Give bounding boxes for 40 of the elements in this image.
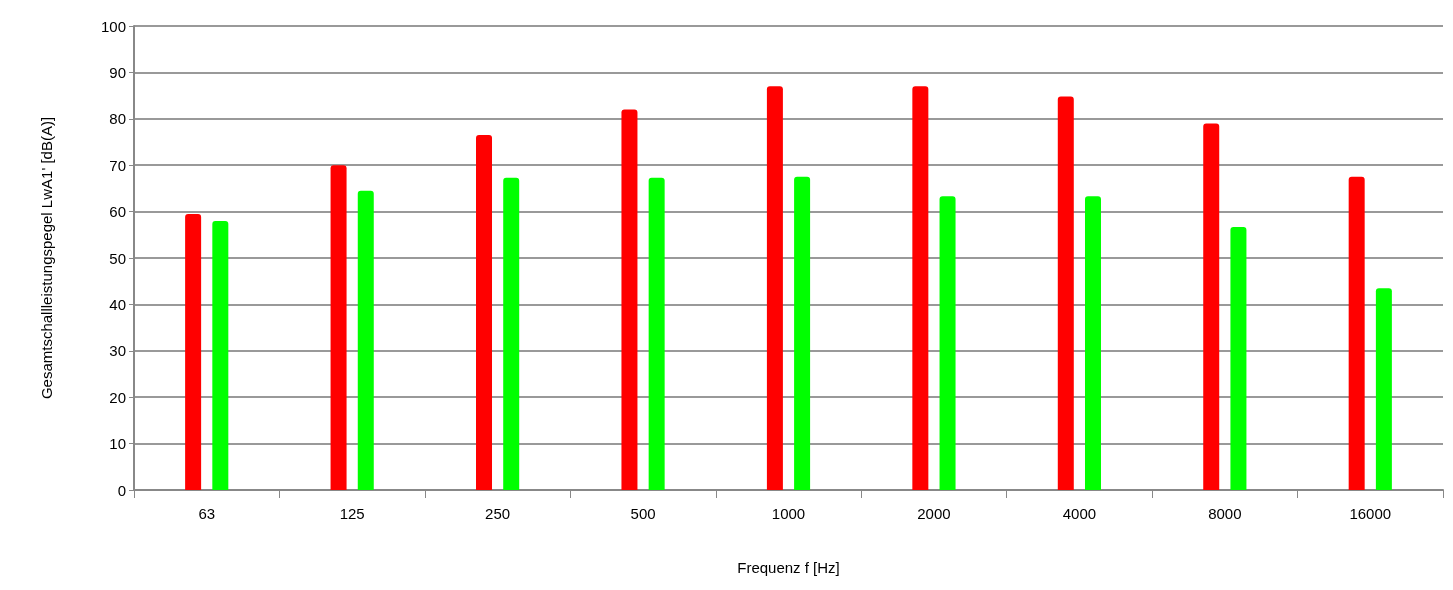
x-tick-label: 500 (630, 505, 656, 522)
x-tick-label: 2000 (917, 505, 951, 522)
y-tick-label: 10 (109, 435, 126, 453)
bar (330, 165, 347, 490)
x-tick-label: 4000 (1062, 505, 1097, 522)
y-tick-label: 0 (117, 481, 126, 499)
x-tick-label: 8000 (1208, 505, 1242, 522)
y-axis-title: Gesamtschallleistungspegel LwA1' [dB(A)] (38, 116, 55, 400)
bar (503, 177, 520, 490)
bar (766, 86, 783, 490)
bar (794, 176, 811, 490)
y-tick-label: 20 (109, 388, 126, 406)
x-tick-label: 63 (198, 505, 216, 522)
y-tick-label: 100 (100, 17, 126, 35)
y-tick-label: 30 (109, 342, 126, 360)
bar (939, 196, 956, 490)
bar (912, 86, 929, 490)
y-tick-label: 80 (109, 110, 126, 128)
bar (357, 190, 374, 490)
y-tick-label: 70 (109, 156, 126, 174)
y-tick-label: 60 (109, 203, 126, 221)
bar (1348, 176, 1365, 490)
bar (185, 213, 202, 490)
bar (648, 177, 665, 490)
bar (1203, 123, 1220, 490)
x-axis-title: Frequenz f [Hz] (737, 559, 840, 576)
x-tick-label: 125 (339, 505, 365, 522)
y-tick-label: 40 (109, 295, 126, 313)
bar (1230, 226, 1247, 490)
bar (212, 220, 229, 490)
y-tick-label: 90 (109, 63, 126, 81)
x-tick-label: 1000 (771, 505, 806, 522)
bar (1057, 96, 1074, 490)
x-tick-label: 16000 (1349, 505, 1392, 522)
bar (621, 109, 638, 490)
x-tick-label: 250 (485, 505, 511, 522)
bar (476, 135, 493, 490)
y-tick-label: 50 (109, 249, 126, 267)
bar (1084, 196, 1101, 490)
bar (1375, 288, 1392, 490)
